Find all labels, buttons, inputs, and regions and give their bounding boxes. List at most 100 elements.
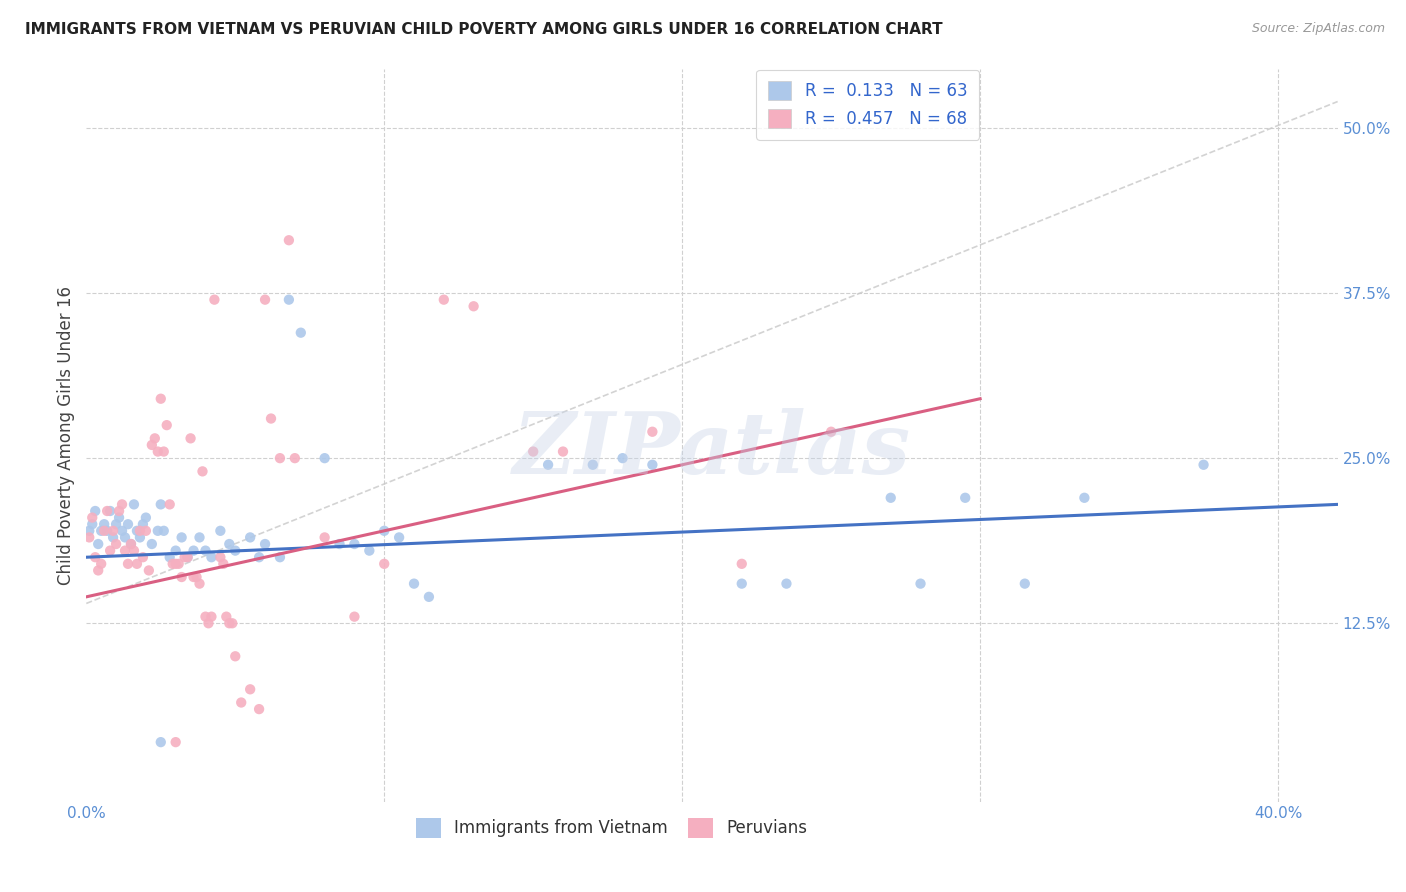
- Point: [239, 682, 262, 697]
- Point: [197, 616, 219, 631]
- Point: [149, 735, 172, 749]
- Point: [82, 510, 104, 524]
- Point: [188, 530, 211, 544]
- Point: [84, 504, 107, 518]
- Point: [101, 524, 124, 538]
- Point: [239, 530, 262, 544]
- Point: [180, 431, 202, 445]
- Point: [159, 550, 181, 565]
- Point: [77, 524, 100, 538]
- Point: [212, 557, 235, 571]
- Point: [135, 524, 157, 538]
- Point: [111, 497, 134, 511]
- Point: [105, 517, 128, 532]
- Point: [90, 524, 112, 538]
- Point: [343, 537, 366, 551]
- Point: [537, 458, 560, 472]
- Point: [641, 425, 664, 439]
- Point: [149, 497, 172, 511]
- Point: [132, 517, 155, 532]
- Point: [170, 570, 193, 584]
- Point: [328, 537, 350, 551]
- Point: [231, 696, 253, 710]
- Point: [359, 543, 381, 558]
- Point: [125, 557, 148, 571]
- Point: [522, 444, 544, 458]
- Point: [108, 504, 131, 518]
- Point: [96, 524, 118, 538]
- Point: [152, 444, 174, 458]
- Point: [269, 550, 291, 565]
- Point: [224, 543, 246, 558]
- Point: [93, 524, 115, 538]
- Point: [120, 537, 142, 551]
- Point: [165, 735, 187, 749]
- Point: [84, 550, 107, 565]
- Point: [90, 557, 112, 571]
- Point: [165, 543, 187, 558]
- Point: [186, 570, 208, 584]
- Point: [146, 444, 169, 458]
- Point: [114, 543, 136, 558]
- Point: [194, 543, 217, 558]
- Point: [188, 576, 211, 591]
- Point: [218, 616, 240, 631]
- Point: [269, 451, 291, 466]
- Point: [910, 576, 932, 591]
- Point: [141, 537, 163, 551]
- Point: [254, 293, 277, 307]
- Point: [215, 609, 238, 624]
- Point: [159, 497, 181, 511]
- Point: [98, 543, 121, 558]
- Point: [173, 550, 195, 565]
- Point: [165, 557, 187, 571]
- Point: [129, 524, 152, 538]
- Point: [105, 537, 128, 551]
- Point: [775, 576, 797, 591]
- Point: [183, 543, 205, 558]
- Point: [122, 543, 145, 558]
- Point: [200, 550, 222, 565]
- Text: ZIPatlas: ZIPatlas: [513, 408, 911, 491]
- Legend: Immigrants from Vietnam, Peruvians: Immigrants from Vietnam, Peruvians: [409, 811, 814, 845]
- Point: [433, 293, 456, 307]
- Point: [167, 557, 190, 571]
- Point: [221, 616, 243, 631]
- Point: [87, 563, 110, 577]
- Point: [209, 550, 232, 565]
- Point: [200, 609, 222, 624]
- Point: [1014, 576, 1036, 591]
- Point: [101, 530, 124, 544]
- Point: [117, 557, 139, 571]
- Point: [880, 491, 903, 505]
- Point: [254, 537, 277, 551]
- Point: [418, 590, 440, 604]
- Point: [314, 530, 336, 544]
- Y-axis label: Child Poverty Among Girls Under 16: Child Poverty Among Girls Under 16: [58, 285, 75, 584]
- Point: [170, 530, 193, 544]
- Point: [93, 517, 115, 532]
- Point: [98, 504, 121, 518]
- Point: [202, 293, 225, 307]
- Point: [117, 517, 139, 532]
- Point: [111, 524, 134, 538]
- Point: [120, 537, 142, 551]
- Point: [247, 550, 270, 565]
- Point: [388, 530, 411, 544]
- Point: [114, 530, 136, 544]
- Point: [122, 497, 145, 511]
- Point: [108, 510, 131, 524]
- Point: [1192, 458, 1215, 472]
- Point: [135, 510, 157, 524]
- Point: [146, 524, 169, 538]
- Point: [277, 293, 299, 307]
- Point: [156, 418, 179, 433]
- Point: [96, 504, 118, 518]
- Point: [77, 530, 100, 544]
- Point: [183, 570, 205, 584]
- Point: [612, 451, 634, 466]
- Point: [218, 537, 240, 551]
- Point: [194, 609, 217, 624]
- Point: [191, 464, 214, 478]
- Point: [247, 702, 270, 716]
